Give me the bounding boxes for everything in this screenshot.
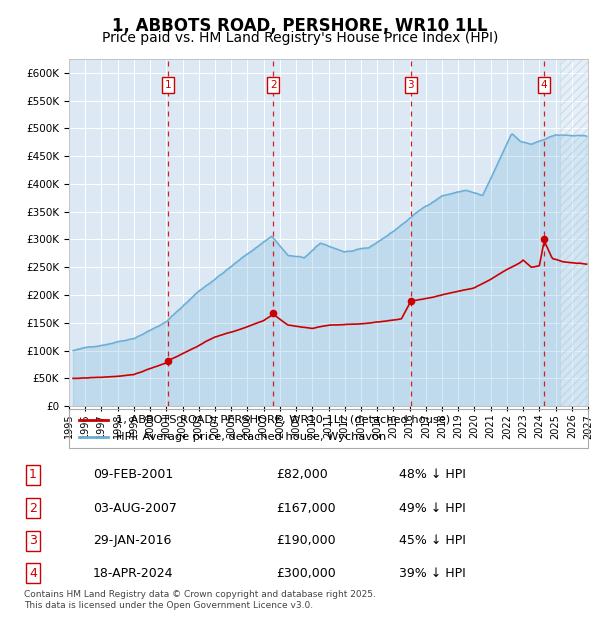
Text: 1: 1 <box>29 468 37 481</box>
Text: Contains HM Land Registry data © Crown copyright and database right 2025.: Contains HM Land Registry data © Crown c… <box>24 590 376 600</box>
Text: 2: 2 <box>29 502 37 515</box>
Text: 18-APR-2024: 18-APR-2024 <box>93 567 173 580</box>
Text: This data is licensed under the Open Government Licence v3.0.: This data is licensed under the Open Gov… <box>24 601 313 611</box>
Text: 1, ABBOTS ROAD, PERSHORE, WR10 1LL: 1, ABBOTS ROAD, PERSHORE, WR10 1LL <box>112 17 488 35</box>
Text: £190,000: £190,000 <box>276 534 335 547</box>
Text: 3: 3 <box>29 534 37 547</box>
Text: HPI: Average price, detached house, Wychavon: HPI: Average price, detached house, Wych… <box>116 432 386 442</box>
Text: 3: 3 <box>407 80 414 90</box>
Text: 4: 4 <box>541 80 548 90</box>
Text: 39% ↓ HPI: 39% ↓ HPI <box>399 567 466 580</box>
Text: 09-FEB-2001: 09-FEB-2001 <box>93 468 173 481</box>
Text: £300,000: £300,000 <box>276 567 336 580</box>
Text: £82,000: £82,000 <box>276 468 328 481</box>
Text: 1: 1 <box>165 80 172 90</box>
Text: £167,000: £167,000 <box>276 502 335 515</box>
Text: 2: 2 <box>270 80 277 90</box>
Bar <box>560 59 588 406</box>
Text: 4: 4 <box>29 567 37 580</box>
Text: 03-AUG-2007: 03-AUG-2007 <box>93 502 177 515</box>
Text: 48% ↓ HPI: 48% ↓ HPI <box>399 468 466 481</box>
Text: 45% ↓ HPI: 45% ↓ HPI <box>399 534 466 547</box>
Text: 1, ABBOTS ROAD, PERSHORE, WR10 1LL (detached house): 1, ABBOTS ROAD, PERSHORE, WR10 1LL (deta… <box>116 415 450 425</box>
Text: 29-JAN-2016: 29-JAN-2016 <box>93 534 172 547</box>
Text: Price paid vs. HM Land Registry's House Price Index (HPI): Price paid vs. HM Land Registry's House … <box>102 31 498 45</box>
Text: 49% ↓ HPI: 49% ↓ HPI <box>399 502 466 515</box>
